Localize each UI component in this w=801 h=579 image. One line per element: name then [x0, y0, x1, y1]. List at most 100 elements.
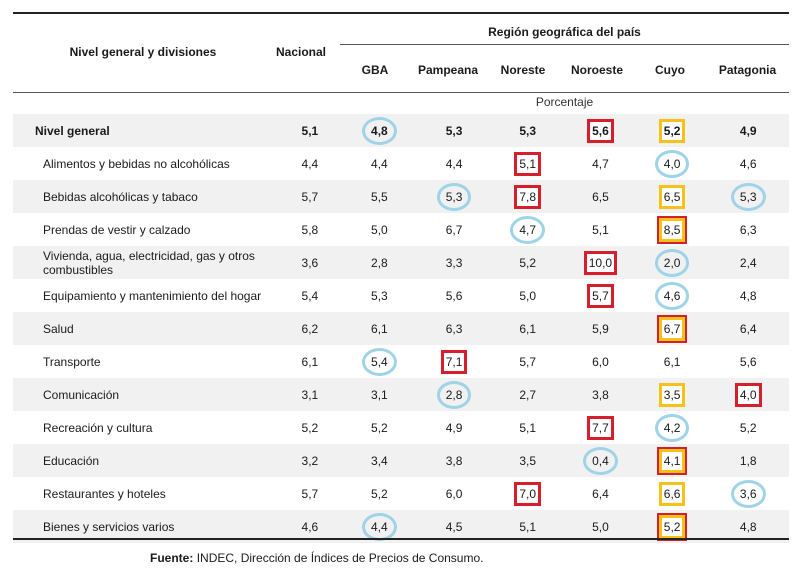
- cell-gba: 2,8: [342, 246, 417, 279]
- cell-pampeana: 5,3: [416, 180, 492, 213]
- value: 4,4: [445, 156, 463, 171]
- value: 3,8: [445, 453, 463, 468]
- cell-noroeste: 3,8: [564, 378, 637, 411]
- value: 5,2: [739, 420, 757, 435]
- cell-pampeana: 4,4: [416, 147, 492, 180]
- cell-pampeana: 5,6: [416, 279, 492, 312]
- cell-gba: 4,4: [342, 510, 417, 543]
- cell-pampeana: 2,8: [416, 378, 492, 411]
- cell-noreste: 7,0: [491, 477, 565, 510]
- row-label: Equipamiento y mantenimiento del hogar: [13, 279, 278, 312]
- value-red-highlight: 7,0: [514, 481, 542, 506]
- table-row: Equipamiento y mantenimiento del hogar 5,…: [13, 279, 789, 312]
- value: 6,4: [739, 321, 757, 336]
- cell-noroeste: 0,4: [564, 444, 637, 477]
- value: 6,0: [592, 354, 609, 369]
- value-both-highlight: 4,1: [656, 446, 688, 475]
- cell-nacional: 5,7: [277, 477, 343, 510]
- cell-cuyo: 4,1: [636, 444, 708, 477]
- cell-patagonia: 5,6: [707, 345, 789, 378]
- row-label: Bebidas alcohólicas y tabaco: [13, 180, 278, 213]
- cell-noroeste: 4,7: [564, 147, 637, 180]
- value: 5,3: [445, 123, 463, 138]
- table-row: Transporte 6,1 5,4 7,1 5,7 6,0 6,1 5,6: [13, 345, 789, 378]
- cell-nacional: 4,4: [277, 147, 343, 180]
- value: 2,4: [739, 255, 757, 270]
- value-both-highlight: 8,5: [656, 215, 688, 244]
- value: 3,8: [592, 387, 609, 402]
- cell-gba: 3,1: [342, 378, 417, 411]
- cell-noroeste: 6,4: [564, 477, 637, 510]
- value: 5,1: [519, 519, 537, 534]
- cell-patagonia: 6,4: [707, 312, 789, 345]
- total-row: Nivel general 5,1 4,8 5,3 5,3 5,6 5,2 4,9: [13, 114, 789, 147]
- table-row: Educación 3,2 3,4 3,8 3,5 0,4 4,1 1,8: [13, 444, 789, 477]
- row-label: Nivel general: [13, 114, 278, 147]
- header-gba: GBA: [361, 63, 389, 77]
- cell-nacional: 5,7: [277, 180, 343, 213]
- cell-cuyo: 4,2: [636, 411, 708, 444]
- value: 5,6: [739, 354, 757, 369]
- cell-pampeana: 6,7: [416, 213, 492, 246]
- cell-pampeana: 7,1: [416, 345, 492, 378]
- table-row: Bebidas alcohólicas y tabaco 5,7 5,5 5,3 7,8…: [13, 180, 789, 213]
- value-blue-highlight: 4,2: [654, 413, 690, 442]
- value: 6,4: [592, 486, 609, 501]
- value: 5,8: [301, 222, 319, 237]
- value: 3,1: [301, 387, 319, 402]
- cell-noreste: 5,1: [491, 147, 565, 180]
- value: 4,4: [371, 156, 388, 171]
- table-row: Prendas de vestir y calzado 5,8 5,0 6,7 4,7 5…: [13, 213, 789, 246]
- cell-gba: 5,3: [342, 279, 417, 312]
- cell-noreste: 5,0: [491, 279, 565, 312]
- cell-patagonia: 4,0: [707, 378, 789, 411]
- value: 4,4: [301, 156, 319, 171]
- source-note: Fuente: INDEC, Dirección de Índices de P…: [150, 551, 483, 565]
- cell-noroeste: 6,5: [564, 180, 637, 213]
- cell-gba: 5,5: [342, 180, 417, 213]
- value-blue-highlight: 4,0: [654, 149, 690, 178]
- header-region: Región geográfica del país: [488, 25, 641, 39]
- value: 3,6: [301, 255, 319, 270]
- value: 5,6: [445, 288, 463, 303]
- value: 4,6: [739, 156, 757, 171]
- cell-patagonia: 2,4: [707, 246, 789, 279]
- cell-noreste: 2,7: [491, 378, 565, 411]
- value-blue-highlight: 4,7: [510, 215, 546, 244]
- cell-gba: 5,2: [342, 477, 417, 510]
- value-yellow-highlight: 3,5: [658, 382, 686, 407]
- cell-cuyo: 5,2: [636, 114, 708, 147]
- value: 5,3: [371, 288, 388, 303]
- cell-nacional: 3,2: [277, 444, 343, 477]
- header-pampeana: Pampeana: [417, 63, 479, 77]
- header-cuyo: Cuyo: [655, 63, 685, 77]
- value: 3,5: [519, 453, 537, 468]
- row-label: Recreación y cultura: [13, 411, 278, 444]
- row-label: Comunicación: [13, 378, 278, 411]
- value-red-highlight: 4,0: [734, 382, 762, 407]
- header-noreste: Noreste: [500, 63, 546, 77]
- value: 5,4: [301, 288, 319, 303]
- cell-noreste: 5,1: [491, 411, 565, 444]
- value: 4,6: [301, 519, 319, 534]
- cell-noroeste: 5,0: [564, 510, 637, 543]
- cell-noreste: 5,2: [491, 246, 565, 279]
- header-nacional: Nacional: [275, 45, 326, 59]
- table-row: Bienes y servicios varios 4,6 4,4 4,5 5,1 5,0…: [13, 510, 789, 543]
- cell-nacional: 6,2: [277, 312, 343, 345]
- value-blue-highlight: 4,8: [362, 116, 397, 145]
- cell-pampeana: 3,3: [416, 246, 492, 279]
- value: 6,1: [371, 321, 388, 336]
- cell-cuyo: 6,1: [636, 345, 708, 378]
- value: 5,7: [519, 354, 537, 369]
- value-red-highlight: 5,6: [587, 118, 614, 143]
- cell-cuyo: 5,2: [636, 510, 708, 543]
- value: 5,2: [519, 255, 537, 270]
- cell-noreste: 4,7: [491, 213, 565, 246]
- value: 4,9: [445, 420, 463, 435]
- value-blue-highlight: 4,6: [654, 281, 690, 310]
- cell-gba: 6,1: [342, 312, 417, 345]
- value: 5,2: [371, 486, 388, 501]
- cell-noreste: 5,7: [491, 345, 565, 378]
- cell-noroeste: 6,0: [564, 345, 637, 378]
